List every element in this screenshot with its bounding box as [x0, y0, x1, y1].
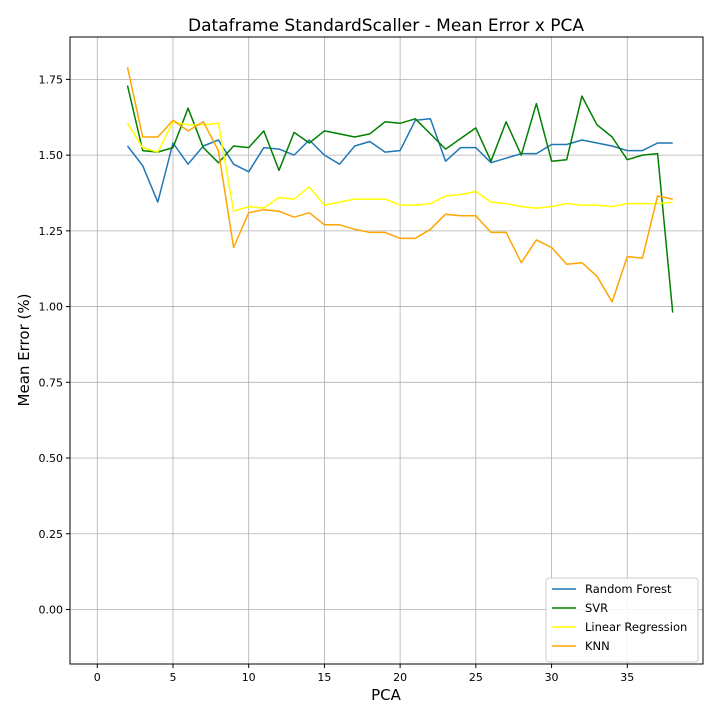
y-axis: 0.00 0.25 0.50 0.75 1.00 1.25 1.50 1.75 — [39, 73, 70, 616]
x-tick-label: 25 — [469, 671, 483, 684]
legend-label-knn: KNN — [585, 639, 610, 653]
series-line-svr — [126, 85, 674, 313]
x-axis: 0 5 10 15 20 25 30 35 — [94, 664, 634, 684]
legend-label-svr: SVR — [585, 601, 608, 615]
y-tick-label: 1.00 — [39, 301, 64, 314]
series-line-knn — [126, 67, 673, 303]
y-tick-label: 0.00 — [39, 603, 64, 616]
x-axis-title: PCA — [371, 686, 402, 704]
legend-label-linear-regression: Linear Regression — [585, 620, 687, 634]
y-tick-label: 1.25 — [39, 225, 64, 238]
x-tick-label: 0 — [94, 671, 101, 684]
series-line-random-forest — [126, 118, 673, 203]
grid — [70, 37, 703, 664]
series-lines — [126, 67, 674, 313]
y-tick-label: 0.75 — [39, 376, 64, 389]
legend: Random Forest SVR Linear Regression KNN — [545, 577, 699, 663]
plot-frame — [69, 36, 704, 665]
y-axis-title: Mean Error (%) — [15, 294, 33, 407]
x-tick-label: 5 — [169, 671, 176, 684]
x-tick-label: 15 — [317, 671, 331, 684]
series-line-linear-regression — [126, 121, 673, 212]
x-tick-label: 20 — [393, 671, 407, 684]
y-tick-label: 1.75 — [39, 73, 64, 86]
x-tick-label: 10 — [242, 671, 256, 684]
x-tick-label: 35 — [620, 671, 634, 684]
legend-label-random-forest: Random Forest — [585, 582, 672, 596]
chart-title: Dataframe StandardScaller - Mean Error x… — [188, 16, 584, 36]
y-tick-label: 1.50 — [39, 149, 64, 162]
y-tick-label: 0.25 — [39, 528, 64, 541]
x-tick-label: 30 — [545, 671, 559, 684]
legend-box — [545, 577, 699, 663]
y-tick-label: 0.50 — [39, 452, 64, 465]
